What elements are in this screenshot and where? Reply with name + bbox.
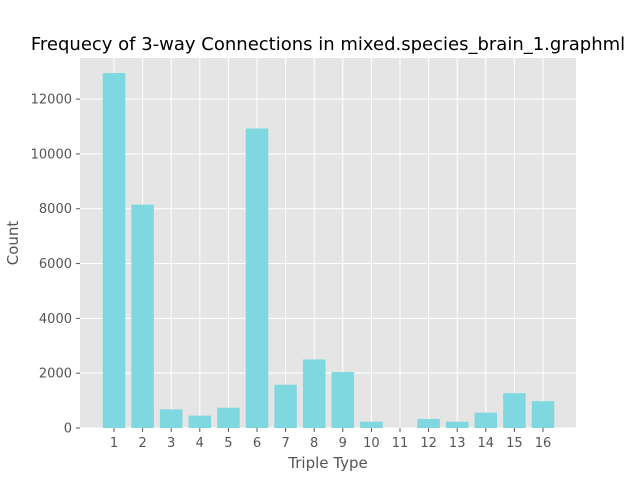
x-tick-label: 10 [363,436,380,451]
bar [302,359,326,428]
bar [360,421,383,428]
bar [245,128,269,428]
bar [331,372,355,428]
y-tick-label: 2000 [39,367,72,382]
x-tick-label: 1 [110,436,118,451]
plot-background [80,58,576,428]
y-tick-label: 8000 [39,202,72,217]
x-tick-label: 14 [478,436,495,451]
y-tick-label: 6000 [39,257,72,272]
x-tick-label: 6 [253,436,261,451]
bar [445,421,469,428]
bar [274,384,297,428]
y-tick-label: 0 [64,422,72,437]
x-tick-label: 7 [281,436,289,451]
y-tick-label: 10000 [31,147,72,162]
bar [159,409,183,428]
y-tick-label: 4000 [39,312,72,327]
x-tick-label: 3 [167,436,175,451]
y-tick-label: 12000 [31,93,72,108]
x-tick-label: 9 [339,436,347,451]
bar [503,393,526,428]
x-axis-title: Triple Type [287,454,367,472]
x-tick-label: 13 [449,436,466,451]
y-axis-title: Count [4,221,22,266]
bar [102,73,126,429]
x-tick-label: 11 [392,436,409,451]
x-tick-label: 15 [506,436,523,451]
bars [102,73,555,429]
bar [188,415,212,428]
x-tick-label: 5 [224,436,232,451]
bar [531,401,555,428]
x-tick-label: 16 [535,436,552,451]
x-tick-label: 12 [420,436,437,451]
y-axis-ticks: 0 2000 4000 6000 8000 10000 12000 [31,93,80,437]
x-tick-label: 2 [138,436,146,451]
bar [217,407,240,428]
x-tick-label: 8 [310,436,318,451]
bar [131,204,154,428]
chart-title: Frequecy of 3-way Connections in mixed.s… [31,34,625,55]
x-tick-label: 4 [196,436,204,451]
bar [417,418,440,428]
x-axis-ticks: 1 2 3 4 5 6 7 8 9 10 11 12 13 14 15 16 [110,428,551,451]
bar [474,412,498,428]
